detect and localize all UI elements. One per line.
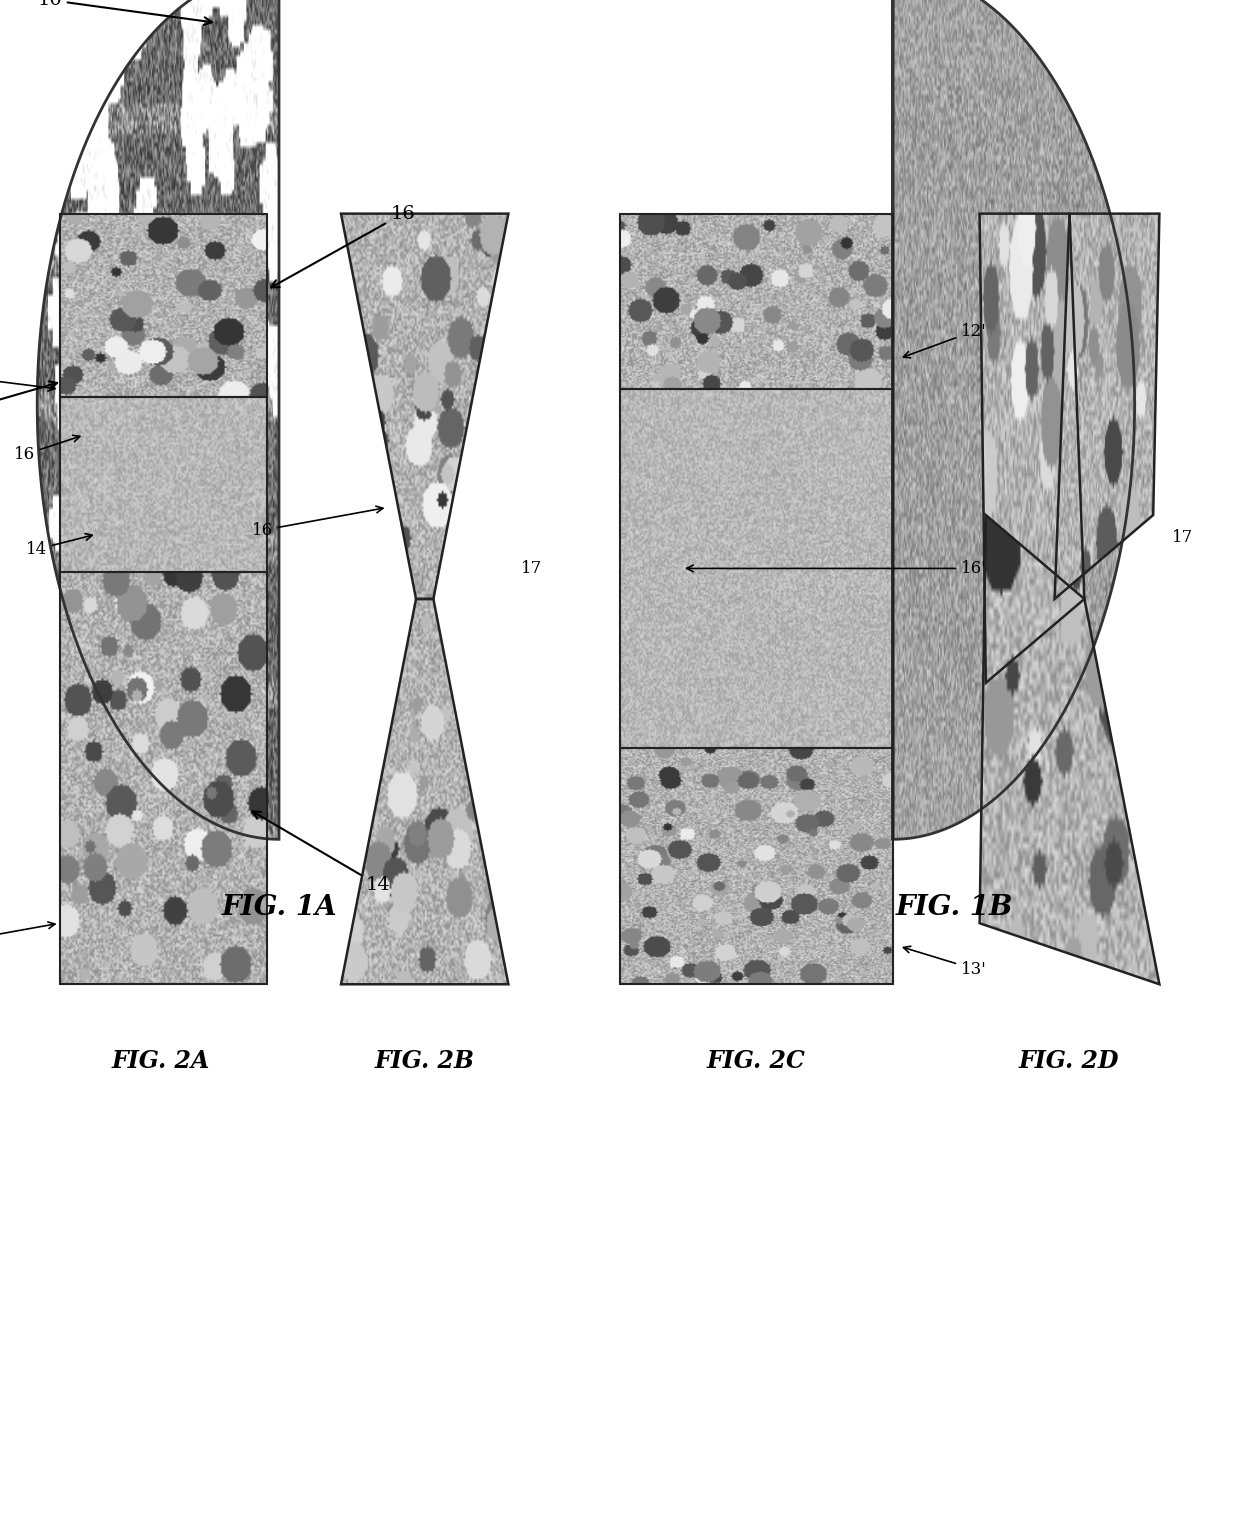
Text: 12: 12 bbox=[0, 369, 55, 391]
Text: 12': 12' bbox=[904, 322, 987, 357]
Text: 16: 16 bbox=[14, 435, 79, 464]
Text: 17: 17 bbox=[1172, 530, 1193, 546]
Text: FIG. 1B: FIG. 1B bbox=[897, 894, 1013, 922]
Text: 17: 17 bbox=[521, 560, 542, 577]
Text: FIG. 2A: FIG. 2A bbox=[112, 1048, 211, 1073]
Text: 13': 13' bbox=[904, 946, 987, 978]
Text: FIG. 2D: FIG. 2D bbox=[1018, 1048, 1120, 1073]
Text: 16: 16 bbox=[252, 507, 383, 539]
Text: FIG. 2C: FIG. 2C bbox=[707, 1048, 806, 1073]
Text: FIG. 1A: FIG. 1A bbox=[221, 894, 337, 922]
Text: FIG. 2B: FIG. 2B bbox=[374, 1048, 475, 1073]
Text: 12: 12 bbox=[0, 382, 57, 421]
Text: 10: 10 bbox=[37, 0, 212, 24]
Text: 16: 16 bbox=[272, 204, 415, 287]
Text: 14: 14 bbox=[26, 534, 92, 559]
Text: 16': 16' bbox=[687, 560, 987, 577]
Text: 13: 13 bbox=[0, 922, 55, 948]
Text: 14: 14 bbox=[253, 812, 391, 894]
